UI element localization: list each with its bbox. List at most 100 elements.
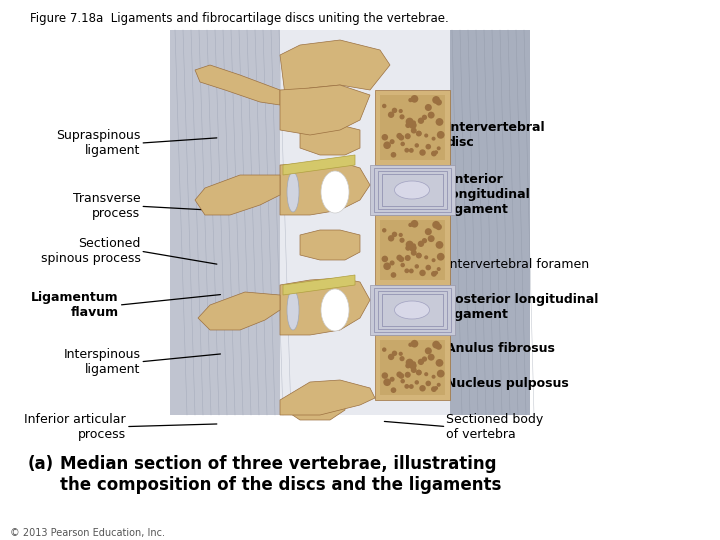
Circle shape [398,256,404,262]
Ellipse shape [395,181,430,199]
Polygon shape [283,155,355,175]
Circle shape [399,233,402,237]
Text: Anterior
longitudinal
ligament: Anterior longitudinal ligament [446,173,530,216]
Polygon shape [280,380,375,415]
Circle shape [399,352,402,356]
Circle shape [405,118,413,126]
Ellipse shape [287,172,299,212]
Circle shape [412,120,416,125]
Circle shape [405,148,409,153]
Circle shape [408,98,413,102]
Ellipse shape [395,301,430,319]
Circle shape [390,139,395,144]
Circle shape [397,255,402,261]
Circle shape [416,253,422,259]
Circle shape [412,361,416,366]
Circle shape [431,375,436,379]
Text: Anulus fibrosus: Anulus fibrosus [446,342,555,355]
Text: © 2013 Pearson Education, Inc.: © 2013 Pearson Education, Inc. [10,528,165,538]
Circle shape [382,255,388,262]
Ellipse shape [321,289,349,331]
Polygon shape [370,285,455,335]
Circle shape [418,118,424,124]
Circle shape [397,133,402,139]
Circle shape [432,96,440,104]
Circle shape [383,262,391,270]
Circle shape [390,377,395,382]
Polygon shape [375,335,450,400]
Circle shape [416,253,422,258]
Circle shape [434,386,438,390]
Polygon shape [380,220,445,280]
Circle shape [409,268,414,273]
Circle shape [388,354,395,360]
Circle shape [405,359,413,367]
Text: Transverse
process: Transverse process [73,192,140,220]
Circle shape [418,241,424,247]
Polygon shape [280,278,370,335]
Circle shape [436,359,444,367]
Circle shape [400,356,405,361]
Circle shape [431,137,436,140]
Circle shape [437,383,441,387]
Circle shape [436,224,442,230]
Circle shape [432,221,440,229]
Circle shape [408,342,413,347]
Circle shape [436,241,444,249]
Circle shape [424,372,428,376]
Circle shape [424,133,428,138]
Polygon shape [375,90,450,165]
Polygon shape [280,162,370,215]
Polygon shape [300,125,360,155]
Circle shape [425,104,432,111]
Circle shape [382,228,387,233]
Circle shape [405,372,410,378]
Circle shape [437,267,441,271]
Circle shape [422,238,427,244]
Text: Ligamentum
flavum: Ligamentum flavum [31,291,119,319]
Circle shape [405,384,409,389]
Polygon shape [170,30,280,415]
Circle shape [409,244,417,252]
Circle shape [382,134,388,140]
Circle shape [405,241,413,248]
Circle shape [428,354,435,361]
Polygon shape [380,95,445,160]
Circle shape [392,107,397,113]
Text: Sectioned
spinous process: Sectioned spinous process [40,237,140,265]
Text: Figure 7.18a  Ligaments and fibrocartilage discs uniting the vertebrae.: Figure 7.18a Ligaments and fibrocartilag… [30,12,449,25]
Circle shape [437,370,445,377]
Ellipse shape [321,171,349,213]
Circle shape [419,269,426,276]
Text: Sectioned body
of vertebra: Sectioned body of vertebra [446,413,544,441]
Circle shape [405,245,411,251]
Circle shape [398,134,404,140]
Circle shape [416,370,422,375]
Circle shape [400,141,405,146]
Circle shape [392,350,397,356]
Circle shape [426,265,431,271]
Circle shape [418,359,424,365]
Circle shape [383,379,391,386]
Circle shape [388,235,395,241]
Text: Nucleus pulposus: Nucleus pulposus [446,377,569,390]
Circle shape [382,347,387,352]
Circle shape [436,99,442,105]
Circle shape [405,255,410,261]
Circle shape [422,114,427,120]
Circle shape [400,114,405,119]
Circle shape [400,263,405,267]
Circle shape [391,387,396,393]
Polygon shape [380,340,445,395]
Text: (a): (a) [28,455,54,473]
Polygon shape [280,40,390,95]
Circle shape [412,244,416,247]
Circle shape [410,95,418,103]
Circle shape [436,343,442,350]
Circle shape [426,381,431,386]
Circle shape [437,253,445,261]
Ellipse shape [287,290,299,330]
Polygon shape [300,230,360,260]
Circle shape [426,144,431,150]
Circle shape [415,380,419,384]
